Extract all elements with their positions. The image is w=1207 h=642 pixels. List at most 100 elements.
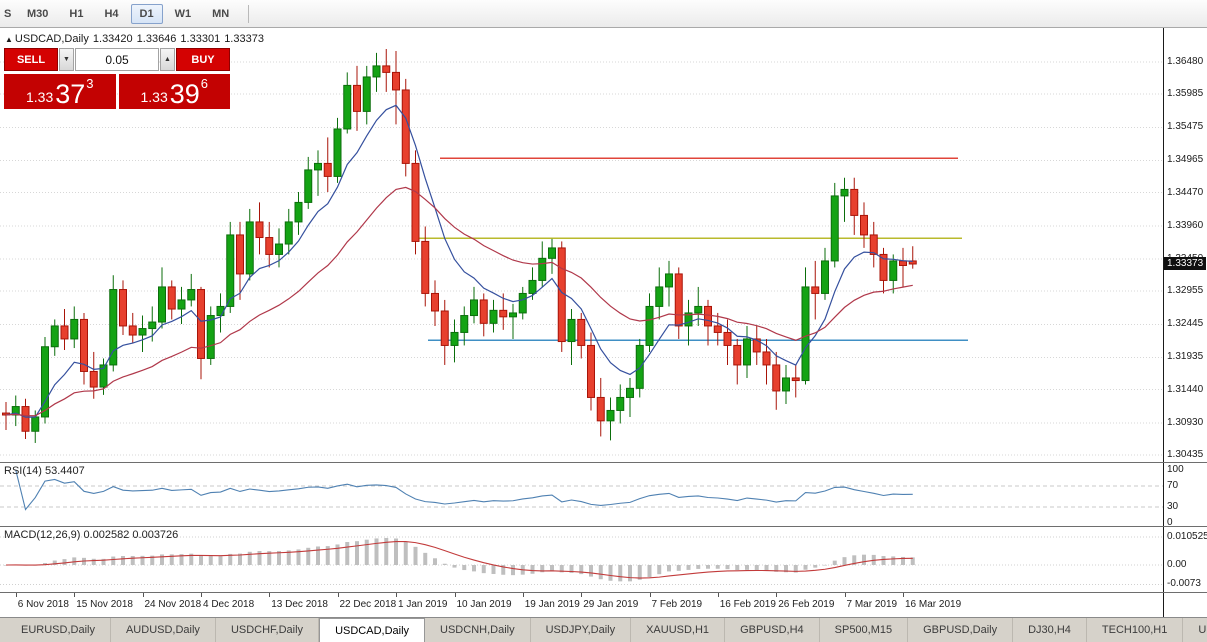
- timeframe-button-mn[interactable]: MN: [212, 7, 230, 20]
- timeframe-bar: S M30 H1 H4 D1 W1 MN: [2, 3, 256, 24]
- date-tick: [522, 593, 524, 597]
- sell-price-display[interactable]: 1.33 37 3: [4, 74, 116, 109]
- buy-price-big: 39: [169, 79, 200, 110]
- chart-high: 1.33646: [136, 33, 177, 45]
- date-tick: [717, 593, 719, 597]
- date-axis-label: 29 Jan 2019: [583, 599, 639, 610]
- timeframe-button-m30[interactable]: M30: [27, 7, 49, 20]
- date-tick: [142, 593, 144, 597]
- rsi-axis-label: 30: [1167, 501, 1179, 513]
- date-axis-label: 24 Nov 2018: [144, 599, 202, 610]
- main-chart-plot[interactable]: ▲ USDCAD,Daily 1.33420 1.33646 1.33301 1.3337…: [0, 28, 1163, 462]
- chart-open: 1.33420: [92, 33, 133, 45]
- symbol-marker-icon: ▲: [5, 35, 13, 44]
- chart-tab-xauusd-h1[interactable]: XAUUSD,H1: [631, 618, 726, 642]
- candles: [2, 48, 917, 443]
- toolbar-separator: [248, 4, 250, 23]
- date-tick: [454, 593, 456, 597]
- chart-low: 1.33301: [180, 33, 221, 45]
- chart-tab-gbpusd-h4[interactable]: GBPUSD,H4: [725, 618, 820, 642]
- date-axis-label: 16 Feb 2019: [719, 599, 776, 610]
- rsi-plot[interactable]: RSI(14) 53.4407: [0, 463, 1163, 526]
- date-axis-label: 7 Mar 2019: [846, 599, 898, 610]
- sell-price-sup: 3: [86, 76, 94, 91]
- chart-tab-eurusd-daily[interactable]: EURUSD,Daily: [6, 618, 111, 642]
- date-axis-labels: 6 Nov 2018 15 Nov 2018 24 Nov 2018 4 Dec 20…: [0, 593, 1163, 617]
- chart-tab-tech100-h1[interactable]: TECH100,H1: [1087, 618, 1184, 642]
- chart-close: 1.33373: [224, 33, 264, 45]
- timeframe-button-s[interactable]: S: [4, 7, 12, 20]
- date-axis-label: 4 Dec 2018: [203, 599, 255, 610]
- price-axis-label: 1.34470: [1167, 186, 1204, 198]
- macd-histogram: [4, 537, 915, 582]
- chart-tab-usdjpy-daily[interactable]: USDJPY,Daily: [531, 618, 632, 642]
- buy-price-display[interactable]: 1.33 39 6: [118, 74, 230, 110]
- buy-price-base: 1.33: [140, 89, 168, 105]
- chevron-up-icon: ▲: [164, 56, 171, 63]
- price-axis-label: 1.32445: [1167, 318, 1204, 330]
- price-axis-label: 1.32955: [1167, 285, 1204, 297]
- date-tick: [15, 593, 17, 597]
- price-axis-label: 1.30930: [1167, 416, 1204, 428]
- price-axis-label: 1.35475: [1167, 121, 1204, 133]
- date-axis-label: 10 Jan 2019: [456, 599, 512, 610]
- rsi-label: RSI(14) 53.4407: [4, 465, 85, 477]
- chart-tab-sp500-m15[interactable]: SP500,M15: [820, 618, 909, 642]
- date-tick: [649, 593, 651, 597]
- rsi-canvas[interactable]: [0, 463, 1163, 526]
- rsi-axis[interactable]: 100 70 30 0: [1163, 463, 1206, 528]
- macd-panel: MACD(12,26,9) 0.002582 0.003726 0.010525…: [0, 527, 1207, 593]
- main-chart-canvas[interactable]: [0, 28, 1163, 462]
- timeframe-button-h1[interactable]: H1: [69, 7, 84, 20]
- chart-tab-usdcnh-daily[interactable]: USDCNH,Daily: [425, 618, 531, 642]
- one-click-trade-panel: SELL ▼ ▲ BUY 1.33 37 3 1.33 39 6: [4, 48, 230, 109]
- date-axis-label: 13 Dec 2018: [271, 599, 328, 610]
- volume-increase-button[interactable]: ▲: [160, 48, 175, 71]
- date-tick: [844, 593, 846, 597]
- price-axis-label: 1.31440: [1167, 383, 1204, 395]
- macd-axis-label: -0.0073: [1167, 578, 1201, 590]
- sell-price-base: 1.33: [25, 89, 54, 105]
- price-axis-label: 1.35985: [1167, 88, 1204, 100]
- macd-label: MACD(12,26,9) 0.002582 0.003726: [4, 529, 179, 541]
- rsi-line: [15, 469, 913, 511]
- tab-bar: EURUSD,Daily AUDUSD,Daily USDCHF,Daily USDC…: [0, 618, 1207, 642]
- ma-slow-line: [5, 186, 913, 417]
- buy-price-sup: 6: [200, 76, 209, 91]
- date-axis-label: 19 Jan 2019: [524, 599, 580, 610]
- date-axis-label: 26 Feb 2019: [778, 599, 835, 610]
- volume-decrease-button[interactable]: ▼: [59, 48, 74, 71]
- date-axis-label: 22 Dec 2018: [339, 599, 397, 610]
- date-tick: [269, 593, 271, 597]
- date-axis-corner: [1163, 593, 1206, 617]
- price-axis-label: 1.30435: [1167, 448, 1204, 460]
- chart-tab-usdchf-daily[interactable]: USDCHF,Daily: [216, 618, 320, 642]
- date-axis-label: 16 Mar 2019: [905, 599, 962, 610]
- chart-tab-usdcad-daily[interactable]: USDCAD,Daily: [319, 618, 426, 642]
- macd-canvas[interactable]: [0, 527, 1163, 592]
- date-tick: [201, 593, 202, 597]
- price-axis[interactable]: 1.33373 1.36480 1.35985 1.35475 1.34965 1.34…: [1163, 28, 1206, 462]
- chart-tab-audusd-daily[interactable]: AUDUSD,Daily: [111, 618, 216, 642]
- macd-plot[interactable]: MACD(12,26,9) 0.002582 0.003726: [0, 527, 1163, 592]
- date-axis-label: 1 Jan 2019: [398, 599, 448, 610]
- chart-tab-u[interactable]: U: [1183, 618, 1207, 642]
- date-tick: [581, 593, 583, 597]
- timeframe-button-d1[interactable]: D1: [130, 3, 163, 24]
- date-axis[interactable]: 6 Nov 2018 15 Nov 2018 24 Nov 2018 4 Dec 20…: [0, 593, 1207, 618]
- volume-input[interactable]: [75, 48, 159, 71]
- chart-title: ▲ USDCAD,Daily 1.33420 1.33646 1.33301 1.3337…: [5, 33, 268, 45]
- timeframe-button-w1[interactable]: W1: [174, 7, 192, 20]
- timeframe-button-h4[interactable]: H4: [104, 7, 119, 20]
- chart-tab-dj30-h4[interactable]: DJ30,H4: [1013, 618, 1087, 642]
- macd-axis[interactable]: 0.010525 0.00 -0.0073: [1163, 527, 1207, 592]
- chart-symbol: USDCAD,Daily: [14, 33, 89, 45]
- rsi-axis-label: 100: [1167, 464, 1184, 475]
- date-tick: [74, 593, 76, 597]
- date-axis-label: 7 Feb 2019: [651, 599, 703, 610]
- sell-button[interactable]: SELL: [4, 48, 58, 71]
- chart-tab-gbpusd-daily[interactable]: GBPUSD,Daily: [908, 618, 1014, 642]
- buy-button[interactable]: BUY: [176, 48, 230, 71]
- rsi-panel: RSI(14) 53.4407 100 70 30 0: [0, 463, 1207, 528]
- main-chart-panel: ▲ USDCAD,Daily 1.33420 1.33646 1.33301 1.3337…: [0, 28, 1207, 463]
